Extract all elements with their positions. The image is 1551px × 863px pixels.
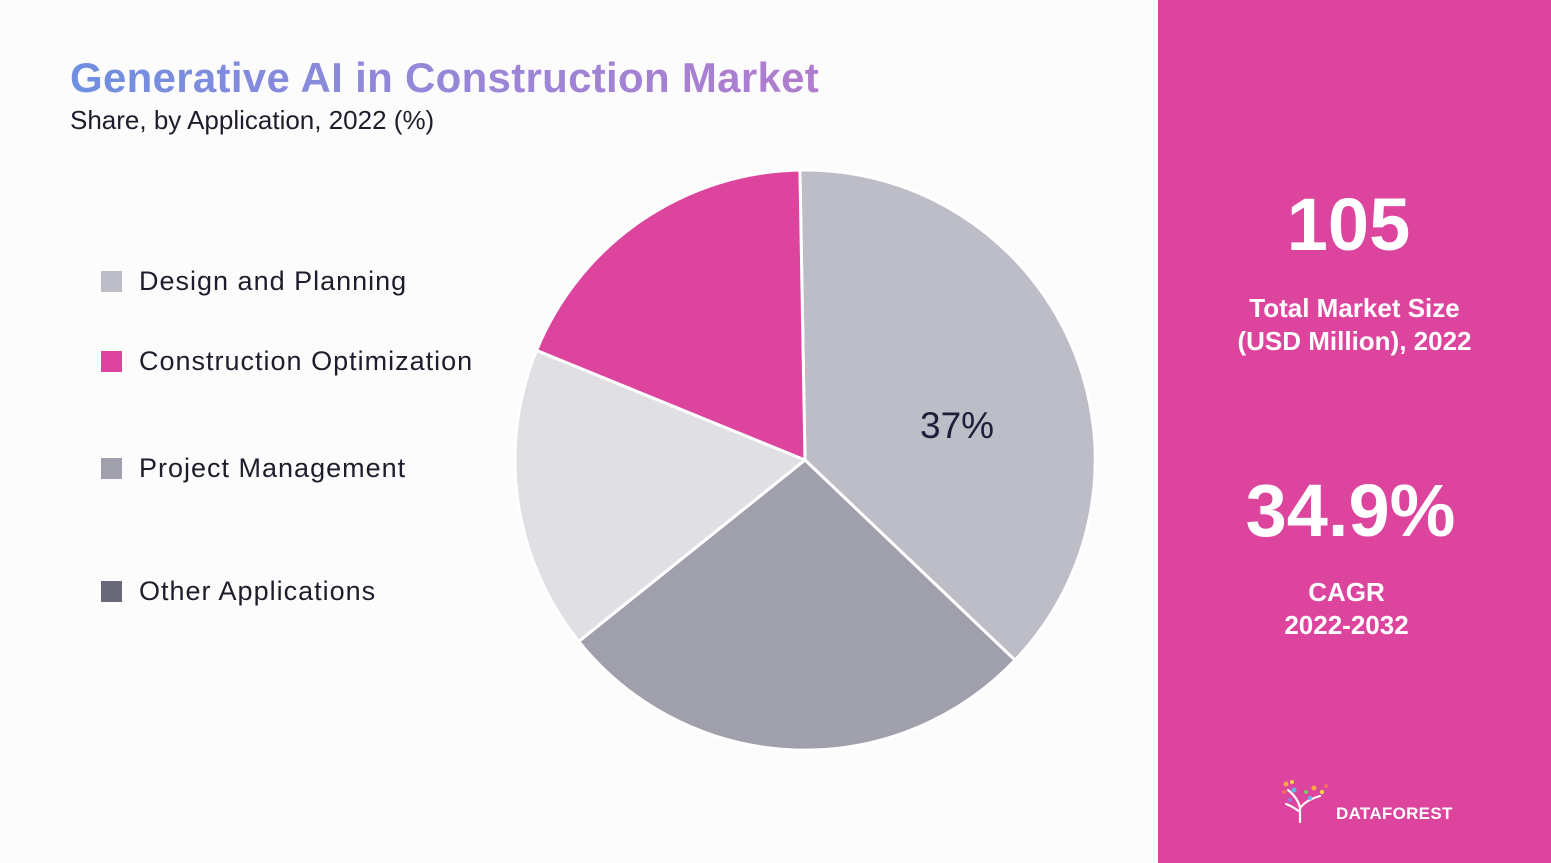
pie-chart — [513, 168, 1097, 752]
legend-item-construction-optimization: Construction Optimization — [101, 346, 473, 377]
legend-swatch — [101, 351, 122, 372]
cagr-label-line2: 2022-2032 — [1284, 610, 1409, 640]
dataforest-logo: DATAFOREST — [1280, 778, 1453, 824]
brand-name: DATAFOREST — [1336, 804, 1453, 823]
legend-item-other-applications: Other Applications — [101, 576, 376, 607]
pie-slice-other-applications — [513, 348, 807, 643]
market-size-label-line1: Total Market Size — [1249, 293, 1460, 323]
cagr-label: CAGR 2022-2032 — [1150, 576, 1543, 642]
pie-slice-construction-optimization — [535, 168, 807, 462]
chart-title: Generative AI in Construction Market — [70, 54, 820, 101]
cagr-value: 34.9% — [1245, 469, 1456, 552]
pie-slice-design-planning — [798, 168, 1097, 662]
chart-subtitle: Share, by Application, 2022 (%) — [70, 105, 435, 135]
cagr-label-line1: CAGR — [1308, 577, 1385, 607]
legend-label: Project Management — [139, 453, 407, 483]
summary-panel: 105 Total Market Size (USD Million), 202… — [1158, 0, 1551, 863]
legend-item-design-planning: Design and Planning — [101, 266, 407, 297]
legend-swatch — [101, 458, 122, 479]
pie-slice-project-management — [577, 458, 1017, 752]
legend-label: Design and Planning — [139, 266, 408, 296]
legend-label: Other Applications — [139, 576, 377, 606]
pie-slice-value-label: 37% — [920, 405, 995, 446]
market-size-label: Total Market Size (USD Million), 2022 — [1158, 292, 1551, 358]
legend-item-project-management: Project Management — [101, 453, 406, 484]
legend-label: Construction Optimization — [139, 346, 474, 376]
legend-swatch — [101, 271, 122, 292]
tree-logo-icon — [1282, 780, 1328, 824]
market-size-label-line2: (USD Million), 2022 — [1237, 326, 1472, 356]
legend-swatch — [101, 581, 122, 602]
market-size-value: 105 — [1286, 183, 1411, 266]
